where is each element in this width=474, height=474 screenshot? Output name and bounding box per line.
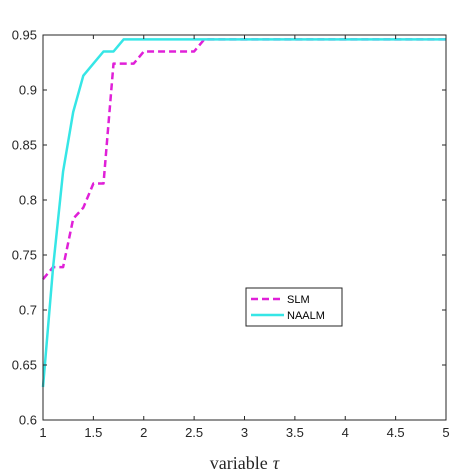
legend-box: [245, 287, 343, 327]
y-tick-label: 0.75: [12, 248, 37, 263]
legend: SLM NAALM: [245, 287, 343, 327]
legend-label-naalm: NAALM: [287, 310, 325, 322]
y-tick-label: 0.85: [12, 138, 37, 153]
x-axis-title: variable τ: [210, 453, 280, 473]
x-tick-label: 5: [442, 425, 449, 440]
axis-ticks: [42, 34, 447, 421]
x-tick-label: 1.5: [84, 425, 102, 440]
x-tick-label: 3: [241, 425, 248, 440]
y-tick-label: 0.9: [19, 83, 37, 98]
x-tick-label: 2: [140, 425, 147, 440]
x-tick-label: 1: [39, 425, 46, 440]
plot-area-frame: [42, 34, 447, 421]
series-line-naalm: [41, 38, 446, 388]
series-lines: [41, 38, 446, 388]
axis-tick-labels: 1 1.5 2 2.5 3 3.5 4 4.5 5 0.6 0.65 0.7 0.75 0.8 0.85 0.…: [12, 28, 450, 441]
series-line-slm: [42, 38, 446, 281]
y-tick-label: 0.95: [12, 28, 37, 43]
legend-label-slm: SLM: [287, 294, 310, 306]
x-tick-label: 4.5: [387, 425, 405, 440]
x-axis-title-symbol: τ: [273, 453, 280, 473]
x-tick-label: 3.5: [286, 425, 304, 440]
x-tick-label: 2.5: [185, 425, 203, 440]
y-tick-label: 0.7: [19, 303, 37, 318]
x-tick-label: 4: [342, 425, 349, 440]
y-tick-label: 0.8: [19, 193, 37, 208]
y-tick-label: 0.65: [12, 358, 37, 373]
y-tick-label: 0.6: [19, 413, 37, 428]
x-axis-title-word: variable: [210, 453, 268, 473]
